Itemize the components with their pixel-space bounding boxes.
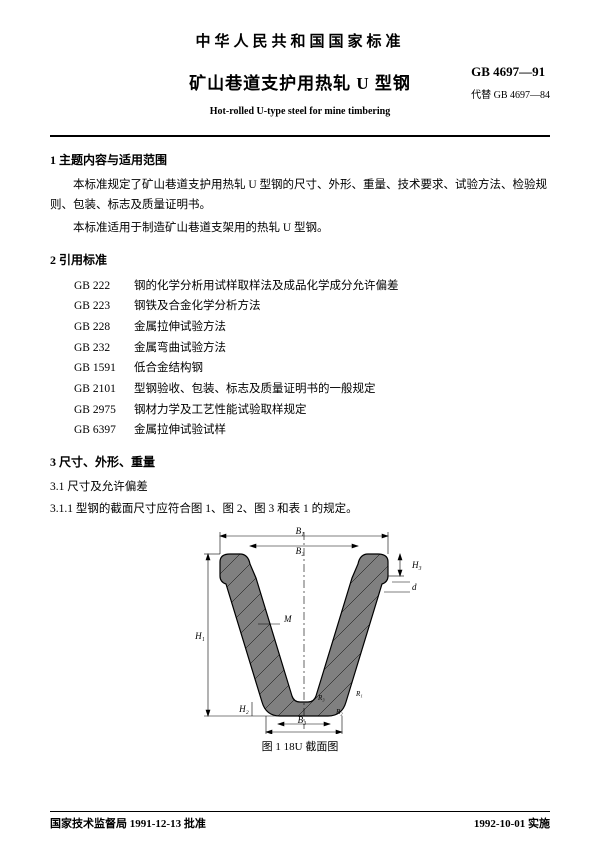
divider-top [50,135,550,137]
ref-text: 钢铁及合金化学分析方法 [134,300,261,312]
label-d: d [412,582,417,592]
standard-code: GB 4697—91 [471,64,550,80]
ref-code: GB 6397 [74,420,134,441]
ref-code: GB 222 [74,276,134,297]
ref-code: GB 1591 [74,358,134,379]
figure-1: B₁ B₂ H₁ H₂ H₃ d M B₃ B₄ R₁ R₂ R₃ 图 1 18… [50,524,550,754]
figure-caption: 图 1 18U 截面图 [50,738,550,754]
label-r1: R₁ [355,690,363,698]
section-1-para-2: 本标准适用于制造矿山巷道支架用的热轧 U 型钢。 [50,219,550,239]
subtitle-english: Hot-rolled U-type steel for mine timberi… [50,106,550,117]
ref-code: GB 228 [74,317,134,338]
main-title: 矿山巷道支护用热轧 U 型钢 [189,69,411,94]
ref-text: 金属弯曲试验方法 [134,342,226,354]
page-footer: 国家技术监督局 1991-12-13 批准 1992-10-01 实施 [50,811,550,831]
ref-code: GB 2975 [74,400,134,421]
ref-code: GB 2101 [74,379,134,400]
ref-item: GB 222钢的化学分析用试样取样法及成品化学成分允许偏差 [74,276,550,297]
label-b3: B₃ [298,715,307,725]
ref-item: GB 228金属拉伸试验方法 [74,317,550,338]
ref-item: GB 1591低合金结构钢 [74,358,550,379]
reference-list: GB 222钢的化学分析用试样取样法及成品化学成分允许偏差 GB 223钢铁及合… [74,276,550,442]
ref-text: 钢的化学分析用试样取样法及成品化学成分允许偏差 [134,280,399,292]
standard-code-block: GB 4697—91 代替 GB 4697—84 [471,64,550,101]
ref-item: GB 6397金属拉伸试验试样 [74,420,550,441]
ref-item: GB 2101型钢验收、包装、标志及质量证明书的一般规定 [74,379,550,400]
supersedes-code: 代替 GB 4697—84 [471,86,550,101]
ref-code: GB 223 [74,296,134,317]
label-h3: H₃ [411,560,422,570]
label-r3: R₃ [317,694,325,702]
section-1-para-1: 本标准规定了矿山巷道支护用热轧 U 型钢的尺寸、外形、重量、技术要求、试验方法、… [50,176,550,215]
section-3-title: 3 尺寸、外形、重量 [50,453,550,470]
ref-text: 低合金结构钢 [134,362,203,374]
footer-effective: 1992-10-01 实施 [474,815,550,831]
ref-item: GB 2975钢材力学及工艺性能试验取样规定 [74,400,550,421]
country-title: 中华人民共和国国家标准 [50,30,550,51]
label-m: M [283,614,292,624]
label-b1: B₁ [296,526,305,536]
section-1-title: 1 主题内容与适用范围 [50,151,550,168]
label-h2: H₂ [238,704,249,714]
ref-text: 金属拉伸试验试样 [134,424,226,436]
label-h1: H₁ [194,631,205,641]
label-b2: B₂ [296,546,305,556]
label-r2: R₂ [335,708,343,716]
u-section-diagram: B₁ B₂ H₁ H₂ H₃ d M B₃ B₄ R₁ R₂ R₃ [160,524,440,734]
ref-text: 钢材力学及工艺性能试验取样规定 [134,404,307,416]
section-3-1: 3.1 尺寸及允许偏差 [50,478,550,494]
ref-text: 型钢验收、包装、标志及质量证明书的一般规定 [134,383,376,395]
ref-item: GB 223钢铁及合金化学分析方法 [74,296,550,317]
section-2-title: 2 引用标准 [50,251,550,268]
section-3-1-1: 3.1.1 型钢的截面尺寸应符合图 1、图 2、图 3 和表 1 的规定。 [50,500,550,516]
ref-text: 金属拉伸试验方法 [134,321,226,333]
ref-code: GB 232 [74,338,134,359]
footer-approval: 国家技术监督局 1991-12-13 批准 [50,815,206,831]
ref-item: GB 232金属弯曲试验方法 [74,338,550,359]
